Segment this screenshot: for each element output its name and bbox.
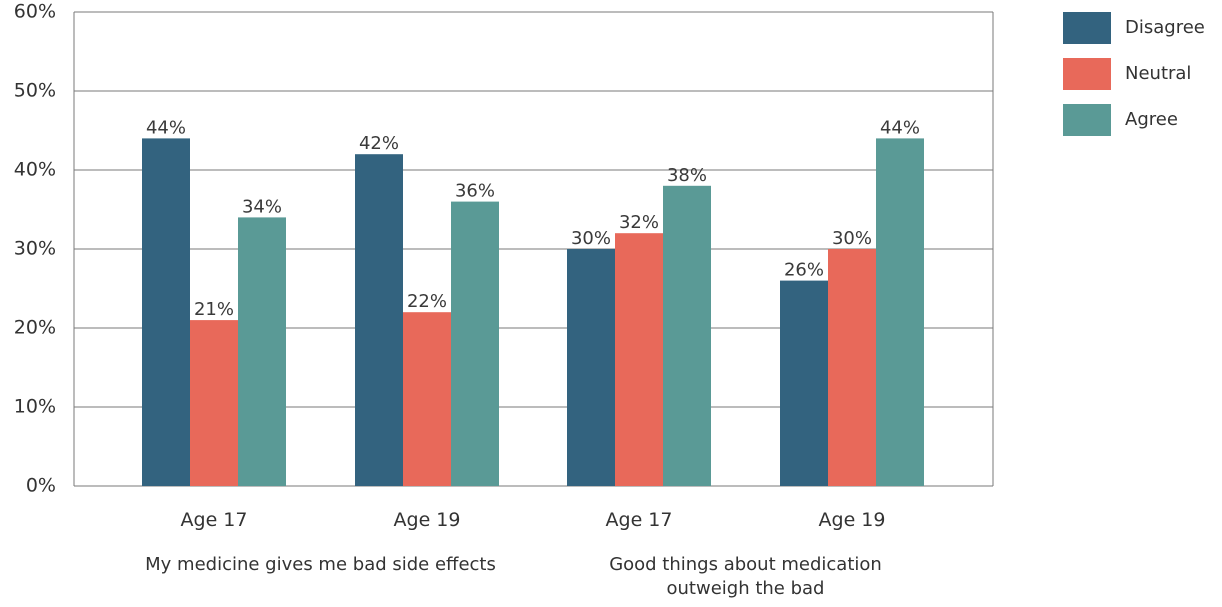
bar-disagree — [142, 138, 190, 486]
data-label: 38% — [667, 165, 707, 186]
group-label: My medicine gives me bad side effects — [145, 554, 496, 575]
y-tick-label: 60% — [14, 1, 56, 23]
group-label-line: My medicine gives me bad side effects — [145, 554, 496, 575]
data-label: 44% — [880, 117, 920, 138]
group-labels: My medicine gives me bad side effects Goo… — [145, 554, 882, 599]
bar-agree — [238, 217, 286, 486]
legend-label: Neutral — [1125, 63, 1191, 84]
x-tick-label: Age 19 — [394, 509, 461, 531]
bar-neutral — [190, 320, 238, 486]
y-axis: 0% 10% 20% 30% 40% 50% 60% — [14, 1, 56, 497]
y-tick-label: 50% — [14, 80, 56, 102]
bar-agree — [663, 185, 711, 487]
bar-disagree — [567, 249, 615, 486]
x-tick-label: Age 17 — [181, 509, 248, 531]
x-axis: Age 17 Age 19 Age 17 Age 19 — [181, 509, 886, 531]
data-label: 34% — [242, 196, 282, 217]
legend-swatch-neutral — [1063, 58, 1111, 90]
legend-swatch-agree — [1063, 104, 1111, 136]
x-tick-label: Age 19 — [819, 509, 886, 531]
bar-disagree — [780, 280, 828, 486]
legend-label: Agree — [1125, 109, 1178, 130]
legend-swatch-disagree — [1063, 12, 1111, 44]
bar-disagree — [355, 154, 403, 486]
bar-neutral — [828, 249, 876, 486]
data-label: 36% — [455, 181, 495, 202]
bar-neutral — [403, 312, 451, 486]
data-label: 26% — [784, 260, 824, 281]
data-label: 30% — [832, 228, 872, 249]
y-tick-label: 10% — [14, 396, 56, 418]
data-label: 22% — [407, 291, 447, 312]
data-labels: 44% 21% 34% 42% 22% 36% 30% 32% 38% 26% 30% 44% — [146, 117, 920, 320]
group-label-line: outweigh the bad — [667, 578, 825, 599]
legend: Disagree Neutral Agree — [1063, 12, 1205, 136]
data-label: 42% — [359, 133, 399, 154]
group-label-line: Good things about medication — [609, 554, 882, 575]
data-label: 44% — [146, 117, 186, 138]
y-tick-label: 30% — [14, 238, 56, 260]
legend-label: Disagree — [1125, 17, 1205, 38]
bars — [142, 138, 924, 487]
bar-agree — [876, 138, 924, 486]
bar-agree — [451, 201, 499, 486]
group-label: Good things about medication outweigh the… — [609, 554, 882, 599]
data-label: 21% — [194, 299, 234, 320]
bar-neutral — [615, 233, 663, 486]
y-tick-label: 40% — [14, 159, 56, 181]
data-label: 30% — [571, 228, 611, 249]
data-label: 32% — [619, 212, 659, 233]
y-tick-label: 20% — [14, 317, 56, 339]
y-tick-label: 0% — [26, 475, 56, 497]
x-tick-label: Age 17 — [606, 509, 673, 531]
